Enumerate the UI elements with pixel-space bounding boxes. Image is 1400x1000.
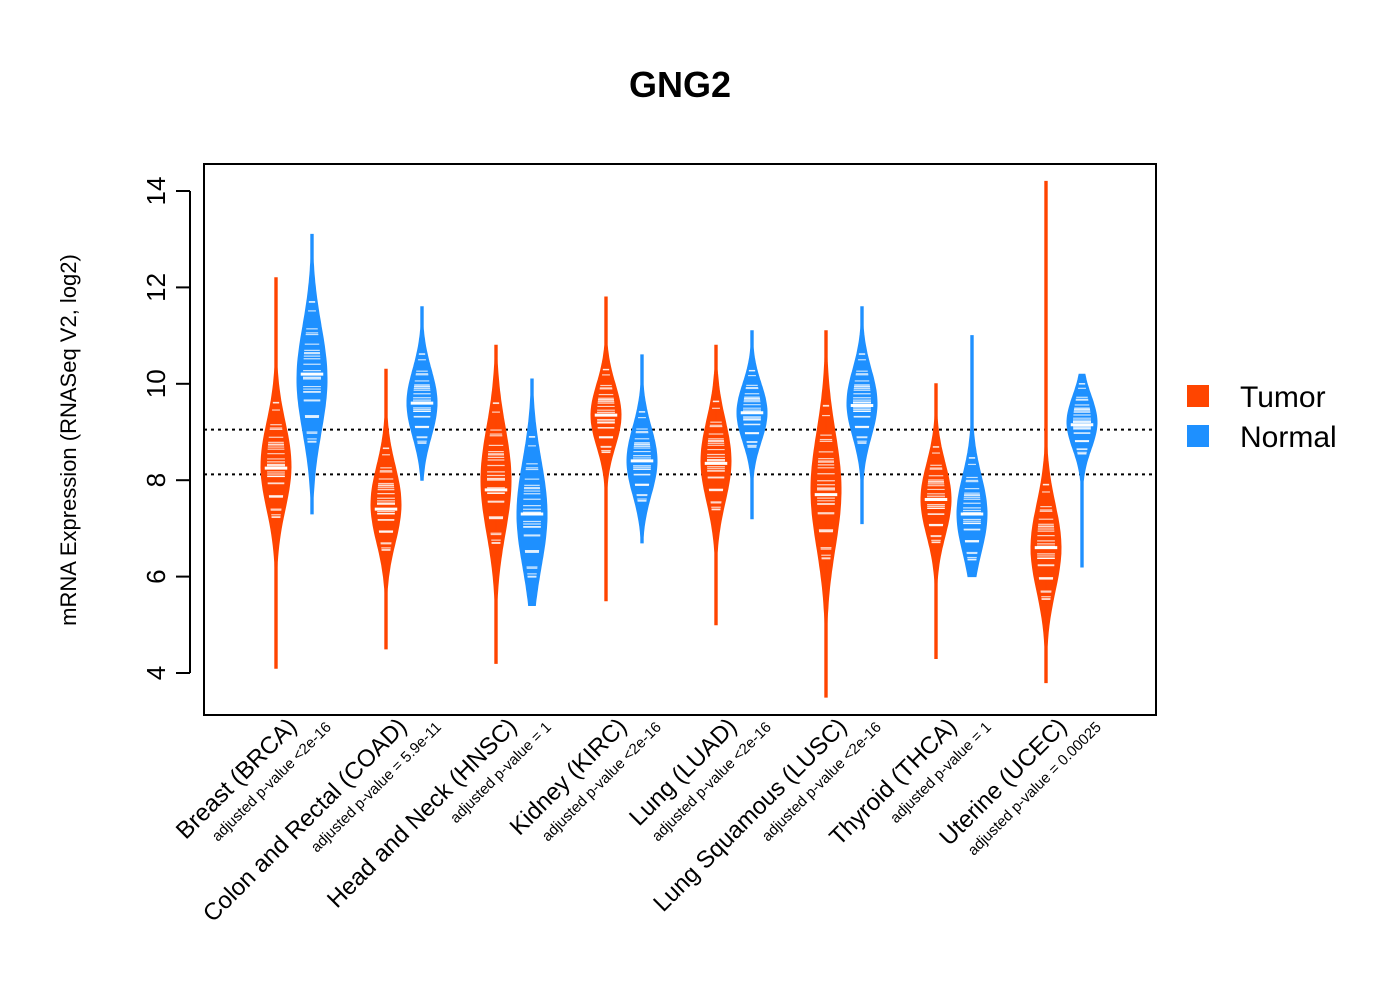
normal-violin-4 bbox=[626, 354, 658, 544]
legend-swatch-normal bbox=[1187, 425, 1209, 447]
y-tick-label: 12 bbox=[141, 273, 171, 302]
y-tick-label: 8 bbox=[141, 473, 171, 487]
normal-violin-8 bbox=[1066, 373, 1098, 568]
tumor-violin-1 bbox=[260, 277, 292, 669]
normal-violin-1 bbox=[296, 233, 328, 515]
legend-swatch-tumor bbox=[1187, 385, 1209, 407]
tumor-violin-5 bbox=[700, 344, 732, 626]
plot-frame bbox=[203, 163, 1157, 716]
tumor-violin-7 bbox=[920, 383, 952, 659]
legend-label-tumor: Tumor bbox=[1240, 381, 1326, 414]
tumor-violin-4 bbox=[590, 296, 622, 602]
normal-violin-2 bbox=[406, 306, 438, 481]
normal-violin-7 bbox=[956, 335, 988, 578]
tumor-violin-8 bbox=[1030, 180, 1062, 684]
normal-violin-3 bbox=[516, 378, 548, 606]
y-tick-label: 6 bbox=[141, 569, 171, 583]
chart-title: GNG2 bbox=[629, 64, 731, 105]
y-tick-label: 4 bbox=[141, 666, 171, 680]
y-tick-label: 10 bbox=[141, 369, 171, 398]
y-tick-label: 14 bbox=[141, 177, 171, 206]
y-axis-label: mRNA Expression (RNASeq V2, log2) bbox=[56, 254, 81, 626]
tumor-violin-2 bbox=[370, 368, 402, 650]
normal-violin-5 bbox=[736, 330, 768, 520]
tumor-violin-6 bbox=[810, 330, 842, 698]
normal-violin-6 bbox=[846, 306, 878, 525]
legend-label-normal: Normal bbox=[1240, 421, 1337, 454]
tumor-violin-3 bbox=[480, 344, 512, 664]
